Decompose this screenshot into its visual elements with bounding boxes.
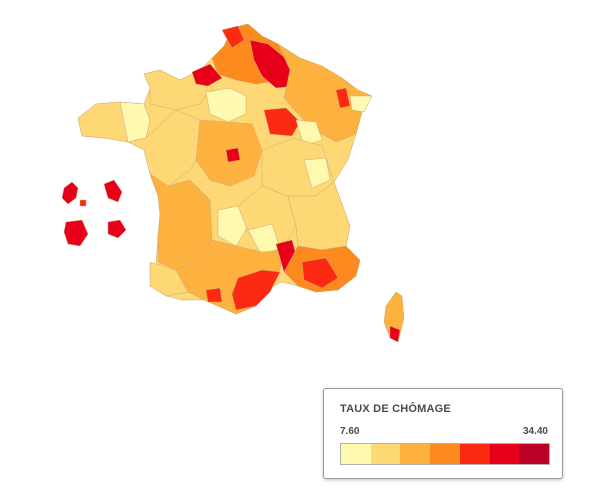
region-centre-red[interactable] <box>225 147 241 163</box>
region-corse-south[interactable] <box>389 325 401 343</box>
legend-step-3 <box>400 444 431 464</box>
region-paca-red[interactable] <box>301 257 339 289</box>
region-pas-de-calais-red[interactable] <box>221 25 245 49</box>
region-reunion[interactable] <box>107 219 127 239</box>
legend-step-5 <box>459 444 490 464</box>
region-guadeloupe[interactable] <box>61 181 79 205</box>
region-guyane[interactable] <box>63 219 89 247</box>
legend-title: TAUX DE CHÔMAGE <box>340 403 451 415</box>
region-ardennes-red[interactable] <box>335 87 351 109</box>
region-normandie-red[interactable] <box>191 63 223 87</box>
region-bretagne-east[interactable] <box>119 101 151 143</box>
region-martinique[interactable] <box>103 179 123 203</box>
legend: TAUX DE CHÔMAGE 7.60 34.40 <box>323 388 563 479</box>
region-rhone-alpes[interactable] <box>287 181 351 251</box>
legend-color-scale <box>340 443 550 465</box>
region-alsace[interactable] <box>349 95 373 113</box>
legend-step-2 <box>370 444 401 464</box>
legend-step-6 <box>489 444 520 464</box>
region-pyrenees-red[interactable] <box>205 287 223 303</box>
region-mayotte[interactable] <box>79 199 87 207</box>
region-grand-est[interactable] <box>277 43 373 143</box>
region-champagne-red[interactable] <box>263 107 301 137</box>
legend-max-value: 34.40 <box>522 426 548 437</box>
region-franche-comte-yellow[interactable] <box>303 157 331 189</box>
legend-step-1 <box>341 444 371 464</box>
legend-min-value: 7.60 <box>340 426 360 437</box>
region-limousin-yellow[interactable] <box>217 205 249 247</box>
region-lorraine-yellow[interactable] <box>295 119 323 147</box>
region-idf[interactable] <box>205 87 247 123</box>
region-languedoc-red[interactable] <box>231 269 281 311</box>
region-aquitaine-south[interactable] <box>149 261 189 297</box>
legend-step-4 <box>430 444 460 464</box>
legend-step-7 <box>519 444 550 464</box>
